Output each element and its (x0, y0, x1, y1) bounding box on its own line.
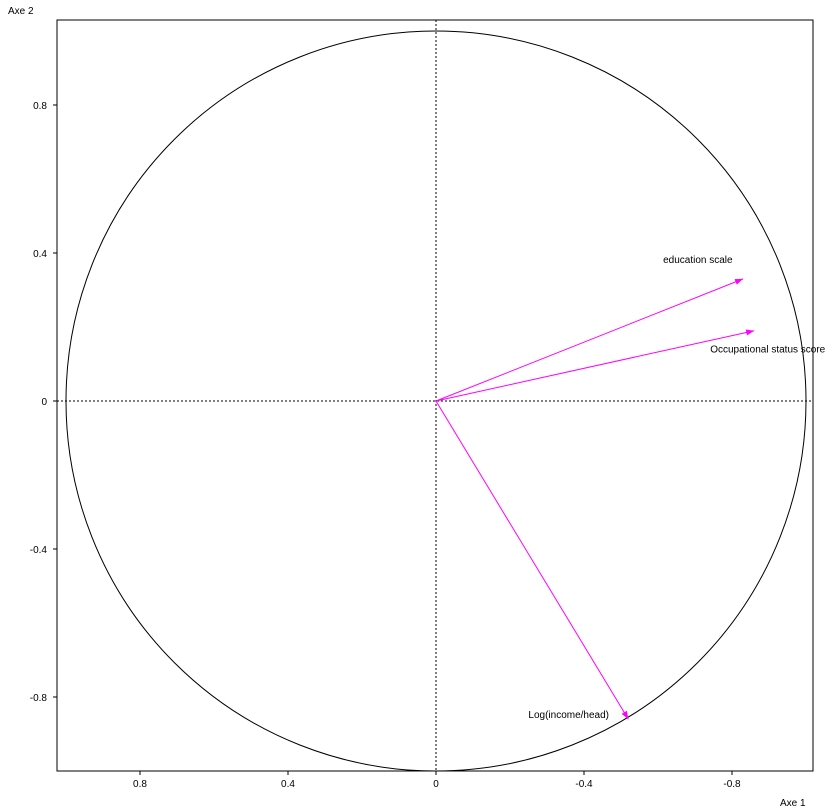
y-tick-label: -0.4 (30, 545, 48, 556)
x-axis-title: Axe 1 (780, 798, 806, 809)
vector-arrowhead (621, 710, 629, 720)
x-axis-ticks: 0.8 0.4 0 -0.4 -0.8 (133, 771, 741, 790)
vector-line (435, 278, 744, 402)
y-tick-label: 0.4 (33, 249, 47, 260)
vector-arrowhead (745, 329, 755, 336)
reference-lines (57, 20, 813, 771)
y-axis-title: Axe 2 (8, 6, 34, 17)
vector-arrowhead (734, 278, 744, 285)
y-axis-ticks: 0.8 0.4 0 -0.4 -0.8 (30, 101, 57, 704)
vector-label: education scale (663, 255, 733, 266)
y-tick-label: 0 (41, 397, 47, 408)
vector-label: Occupational status score (710, 345, 825, 356)
x-tick-label: 0.4 (281, 779, 295, 790)
x-tick-label: -0.8 (723, 779, 741, 790)
x-tick-label: -0.4 (575, 779, 593, 790)
y-tick-label: 0.8 (33, 101, 47, 112)
x-tick-label: 0.8 (133, 779, 147, 790)
vector-line (435, 330, 755, 402)
vector-label: Log(income/head) (528, 710, 609, 721)
y-tick-label: -0.8 (30, 693, 48, 704)
variable-vectors: education scale Occupational status score… (435, 255, 826, 721)
x-tick-label: 0 (433, 779, 439, 790)
vector-line (435, 400, 629, 720)
